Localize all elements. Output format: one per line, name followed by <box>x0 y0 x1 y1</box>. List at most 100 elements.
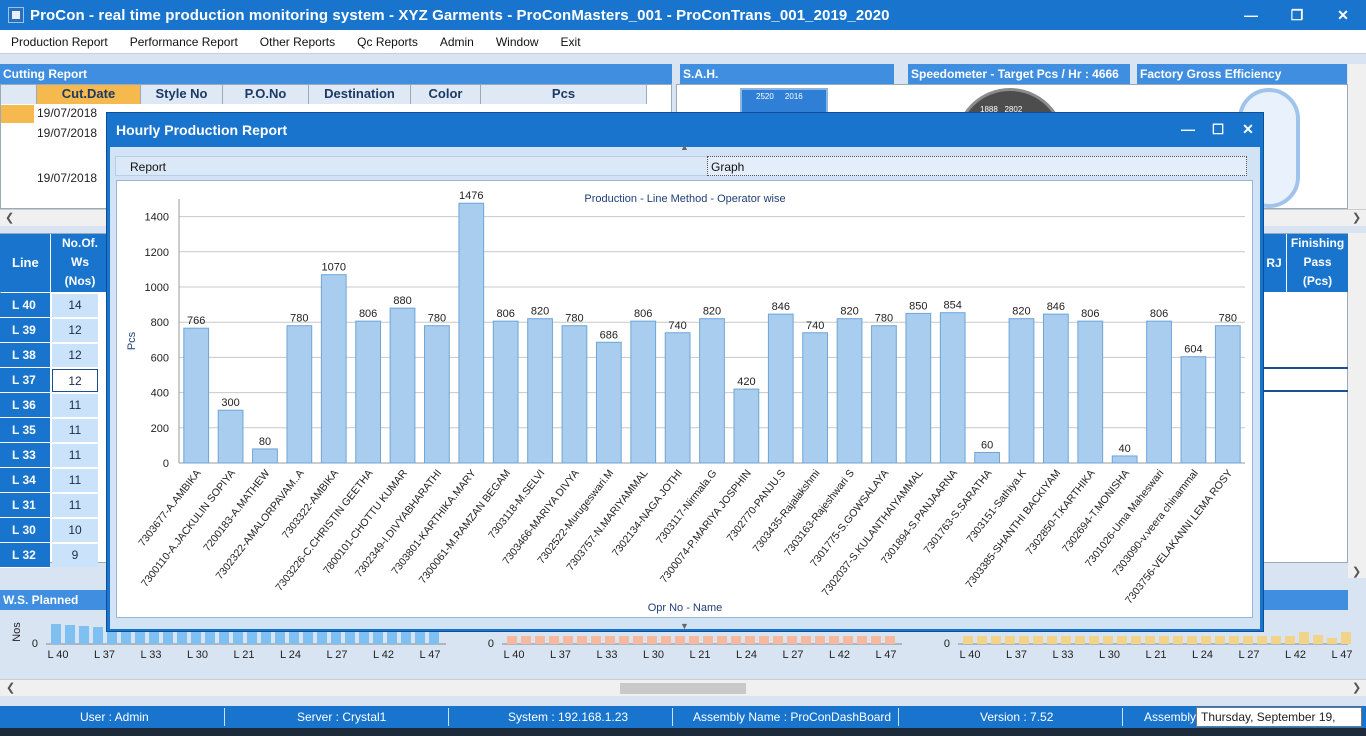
bar <box>836 318 863 464</box>
mini-charts: 0 L 40 L 37 L 33 L 30 L 21 L 24 L 27 L 42 L 47 0 L … <box>11 622 1353 661</box>
gauge-hscrollbar[interactable] <box>1262 209 1366 226</box>
mini-bar <box>51 624 61 644</box>
mini-x-label: L 47 <box>1331 649 1352 661</box>
header-rj[interactable]: RJ <box>1262 234 1286 292</box>
bar <box>424 325 450 464</box>
header-po-no[interactable]: P.O.No <box>223 85 309 104</box>
mini-bar <box>121 630 131 644</box>
header-line[interactable]: Line <box>0 234 50 292</box>
status-bar: User : Admin Server : Crystal1 System : … <box>0 706 1366 728</box>
mini-bar <box>963 636 973 644</box>
scroll-down-icon[interactable]: ❯ <box>1352 566 1362 578</box>
menu-production-report[interactable]: Production Report <box>11 34 108 49</box>
restore-icon[interactable]: ❐ <box>1290 6 1304 23</box>
minimize-icon[interactable]: — <box>1181 121 1195 137</box>
tab-graph[interactable]: Graph <box>707 156 1247 176</box>
menu-bar: Production Report Performance Report Oth… <box>0 30 1366 54</box>
mini-bar <box>1299 632 1309 644</box>
splitter-down-icon[interactable]: ▼ <box>680 621 689 631</box>
mini-x-label: L 30 <box>1099 649 1120 661</box>
menu-exit[interactable]: Exit <box>560 34 581 49</box>
header-style-no[interactable]: Style No <box>141 85 223 104</box>
hscroll-thumb[interactable] <box>620 683 746 694</box>
maximize-icon[interactable]: ☐ <box>1211 120 1225 137</box>
header-pcs[interactable]: Pcs <box>481 85 647 104</box>
bar <box>1077 320 1104 464</box>
minimize-icon[interactable]: — <box>1244 7 1258 23</box>
chart-title: Production - Line Method - Operator wise <box>584 193 785 205</box>
mini-x-label: L 42 <box>829 649 850 661</box>
mini-bar <box>1145 636 1155 644</box>
line-cell[interactable]: L 31 <box>0 493 50 518</box>
scroll-right-icon[interactable]: ❯ <box>1352 682 1362 694</box>
bar-value-label: 806 <box>634 308 652 320</box>
line-cell[interactable]: L 39 <box>0 318 50 343</box>
bar-value-label: 806 <box>496 308 514 320</box>
line-cell[interactable]: L 35 <box>0 418 50 443</box>
mini-bar <box>1187 636 1197 644</box>
cutting-report-header: Cutting Report <box>0 64 672 84</box>
line-cell[interactable]: L 30 <box>0 518 50 543</box>
menu-qc-reports[interactable]: Qc Reports <box>357 34 418 49</box>
close-icon[interactable]: ✕ <box>1242 120 1254 137</box>
mini-bar <box>661 636 671 644</box>
ws-cell: 11 <box>52 394 98 417</box>
mini-bar <box>247 630 257 644</box>
mini-bar <box>415 630 425 644</box>
tab-report[interactable]: Report <box>115 156 710 176</box>
mini-bar <box>843 636 853 644</box>
line-cell[interactable]: L 32 <box>0 543 50 568</box>
mini-bar <box>717 636 727 644</box>
mini-bar <box>703 636 713 644</box>
bar-value-label: 420 <box>737 376 755 388</box>
close-icon[interactable]: ✕ <box>1337 6 1349 23</box>
line-cell[interactable]: L 34 <box>0 468 50 493</box>
menu-other-reports[interactable]: Other Reports <box>259 34 336 49</box>
mini-x-label: L 33 <box>596 649 617 661</box>
bar <box>664 332 691 464</box>
header-cut-date[interactable]: Cut.Date <box>37 85 141 104</box>
scroll-right-icon[interactable]: ❯ <box>1352 212 1362 224</box>
bar <box>871 325 897 464</box>
mini-bar <box>387 630 397 644</box>
mini-bar <box>135 630 145 644</box>
cut-date-cell: 19/07/2018 <box>37 106 98 120</box>
row-selector[interactable] <box>1 105 34 123</box>
top-vscrollbar[interactable] <box>1348 64 1366 209</box>
line-cell[interactable]: L 36 <box>0 393 50 418</box>
scroll-left-icon[interactable]: ❮ <box>6 682 16 694</box>
mini-bar <box>773 636 783 644</box>
main-hscrollbar[interactable] <box>0 679 1366 696</box>
header-color[interactable]: Color <box>411 85 481 104</box>
mini-bar <box>1117 636 1127 644</box>
mini-x-label: L 37 <box>550 649 571 661</box>
menu-performance-report[interactable]: Performance Report <box>129 34 238 49</box>
header-ws[interactable]: No.Of. Ws (Nos) <box>51 234 109 292</box>
menu-admin[interactable]: Admin <box>439 34 474 49</box>
mini-bar <box>219 630 229 644</box>
header-finishing[interactable]: Finishing Pass (Pcs) <box>1287 234 1348 292</box>
splitter-up-icon[interactable]: ▲ <box>680 142 689 152</box>
mini-bar <box>261 630 271 644</box>
menu-window[interactable]: Window <box>495 34 539 49</box>
bar-value-label: 820 <box>531 306 549 318</box>
line-cell[interactable]: L 37 <box>0 368 50 393</box>
mini-bar <box>815 636 825 644</box>
mini-x-label: L 42 <box>373 649 394 661</box>
bar-value-label: 806 <box>1150 308 1168 320</box>
line-cell[interactable]: L 33 <box>0 443 50 468</box>
x-tick-label: 7302694-T.MONISHA <box>1060 467 1132 554</box>
line-cell[interactable]: L 40 <box>0 293 50 318</box>
status-separator <box>448 708 449 726</box>
hourly-production-dialog: Hourly Production Report — ☐ ✕ ▲ Report … <box>106 112 1264 632</box>
y-tick-label: 400 <box>151 388 169 400</box>
bar <box>733 388 760 464</box>
x-tick-label: 7303677-A.AMBIKA <box>136 467 203 548</box>
scroll-left-icon[interactable]: ❮ <box>5 212 15 224</box>
ws-cell: 11 <box>52 494 98 517</box>
lines-vscrollbar[interactable] <box>1348 233 1366 578</box>
header-destination[interactable]: Destination <box>309 85 411 104</box>
y-tick-label: 800 <box>151 317 169 329</box>
mini-bar <box>759 636 769 644</box>
line-cell[interactable]: L 38 <box>0 343 50 368</box>
